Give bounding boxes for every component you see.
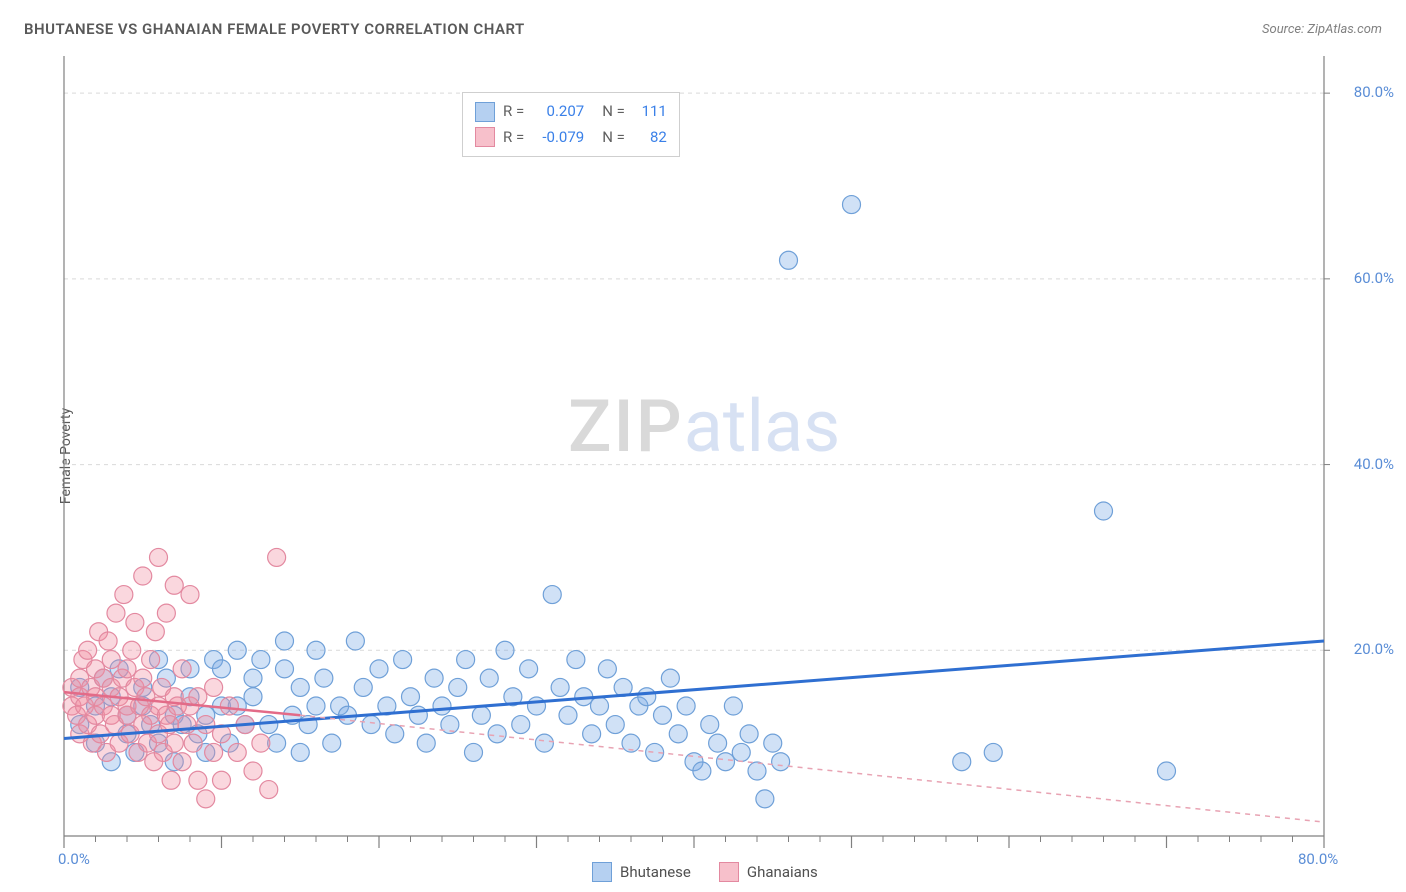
legend-label: Ghanaians — [747, 863, 818, 881]
legend-item: Ghanaians — [719, 862, 818, 882]
x-legend: Bhutanese Ghanaians — [592, 862, 818, 882]
scatter-chart-svg — [24, 46, 1382, 866]
legend-item: Bhutanese — [592, 862, 691, 882]
y-tick-label: 40.0% — [1334, 455, 1394, 473]
n-label: N = — [602, 99, 625, 125]
y-tick-label: 80.0% — [1334, 83, 1394, 101]
r-label: R = — [503, 99, 524, 125]
n-value: 111 — [633, 99, 667, 125]
legend-swatch — [719, 862, 739, 882]
x-tick-label: 0.0% — [58, 850, 90, 868]
series-swatch — [475, 102, 495, 122]
n-label: N = — [602, 125, 625, 151]
chart-area: Female Poverty ZIPatlas R =0.207N =111R … — [24, 46, 1382, 866]
n-value: 82 — [633, 125, 667, 151]
y-tick-label: 60.0% — [1334, 269, 1394, 287]
r-value: 0.207 — [532, 99, 584, 125]
chart-container: BHUTANESE VS GHANAIAN FEMALE POVERTY COR… — [0, 0, 1406, 892]
legend-label: Bhutanese — [620, 863, 691, 881]
info-row: R = -0.079 N = 82 — [475, 125, 667, 151]
chart-title: BHUTANESE VS GHANAIAN FEMALE POVERTY COR… — [24, 20, 525, 38]
x-tick-label: 80.0% — [1298, 850, 1338, 868]
correlation-info-box: R = 0.207 N = 111 R = -0.079 N = 82 — [462, 92, 680, 157]
y-tick-label: 20.0% — [1334, 640, 1394, 658]
header-row: BHUTANESE VS GHANAIAN FEMALE POVERTY COR… — [24, 20, 1382, 38]
r-value: -0.079 — [532, 125, 584, 151]
legend-swatch — [592, 862, 612, 882]
series-swatch — [475, 127, 495, 147]
r-label: R = — [503, 125, 524, 151]
source-attribution: Source: ZipAtlas.com — [1262, 22, 1382, 37]
info-row: R = 0.207 N = 111 — [475, 99, 667, 125]
